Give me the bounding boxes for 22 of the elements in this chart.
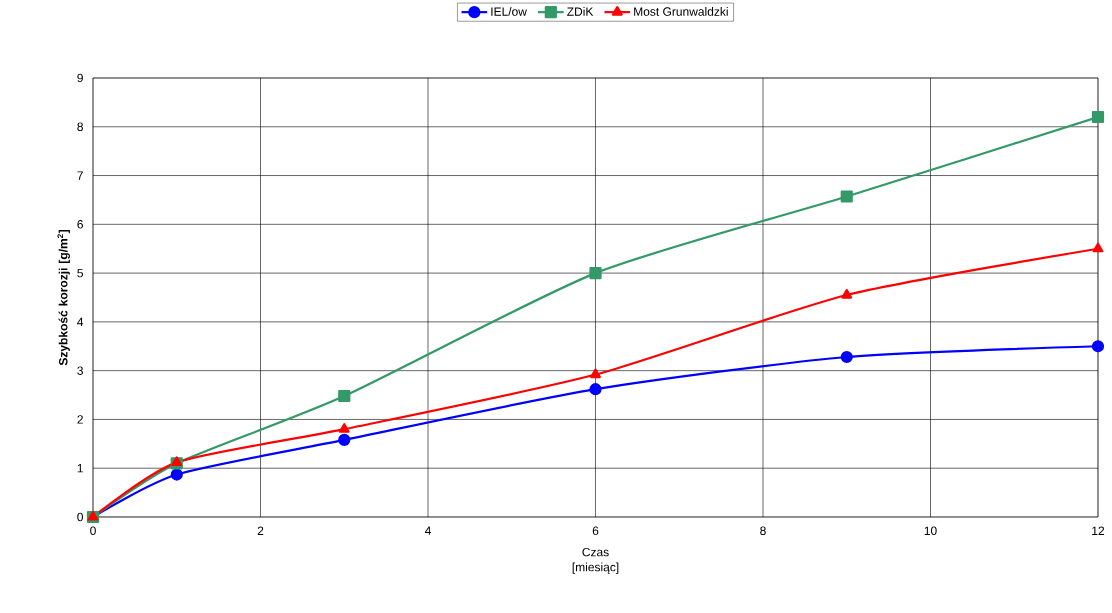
y-tick-label: 4 xyxy=(77,317,84,327)
y-tick-label: 2 xyxy=(77,415,83,424)
y-tick-label: 7 xyxy=(77,171,83,180)
y-tick-label: 8 xyxy=(77,122,83,132)
y-tick-label: 0 xyxy=(77,512,84,522)
x-tick-label: 0 xyxy=(90,526,96,536)
x-axis-title: Czas [miesiąc] xyxy=(572,547,619,574)
legend-label: Most Grunwaldzki xyxy=(634,7,728,16)
legend-label: ZDiK xyxy=(567,7,594,16)
x-tick-label: 2 xyxy=(257,526,264,535)
x-tick-label: 4 xyxy=(424,526,431,535)
y-tick-label: 3 xyxy=(77,366,83,375)
x-tick-label: 10 xyxy=(924,526,937,536)
y-tick-label: 9 xyxy=(77,73,83,83)
legend-label: IEL/ow xyxy=(491,7,527,16)
text: Szybkość korozji [g/m$^{2}$] xyxy=(57,230,70,366)
y-tick-label: 6 xyxy=(77,220,83,229)
y-tick-label: 5 xyxy=(77,268,83,278)
x-tick-label: 12 xyxy=(1092,526,1105,535)
y-tick-label: 1 xyxy=(77,464,83,473)
x-tick-label: 6 xyxy=(592,526,599,536)
x-tick-label: 8 xyxy=(760,526,766,536)
